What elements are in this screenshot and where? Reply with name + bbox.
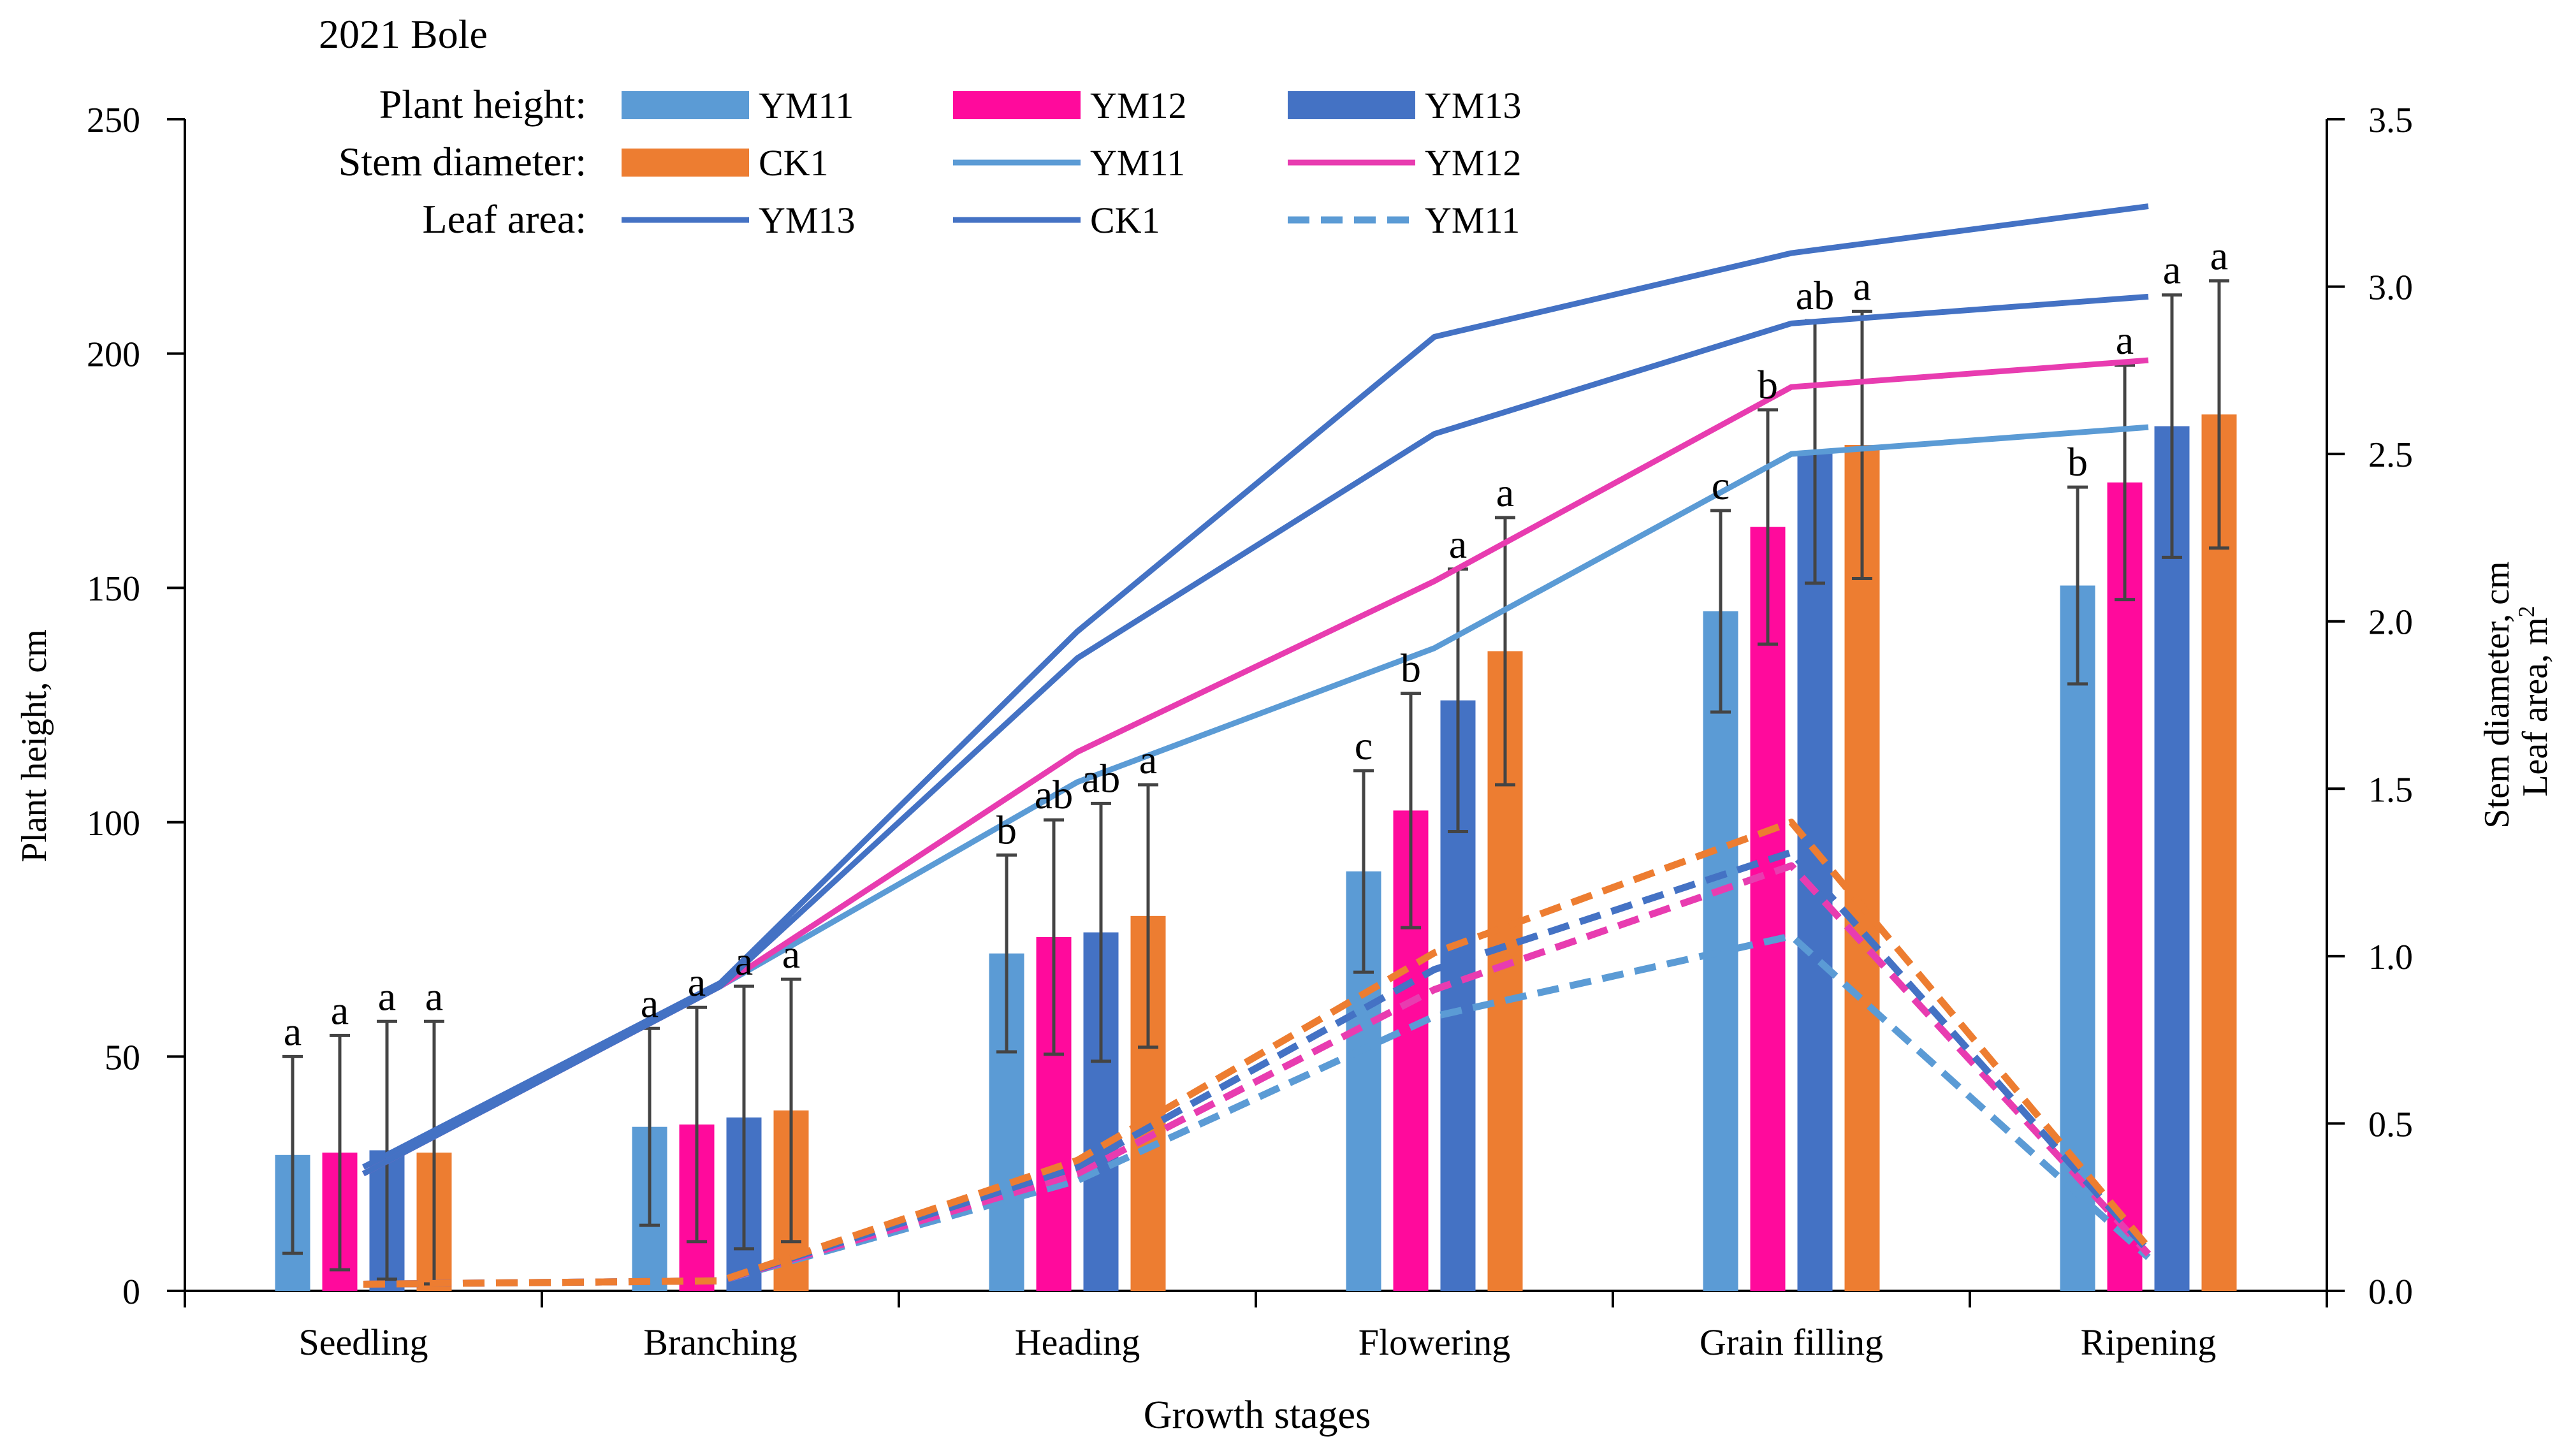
legend-swatch-bar	[622, 149, 749, 177]
significance-letter: a	[331, 987, 349, 1033]
stem-line-ym11	[361, 424, 2149, 1177]
leaf-line-ym11	[363, 932, 2151, 1288]
x-tick-label: Heading	[1015, 1321, 1140, 1363]
significance-letter: a	[641, 980, 659, 1026]
y-right-tick-label: 2.5	[2368, 435, 2413, 475]
legend-row-label: Stem diameter:	[339, 139, 586, 184]
bar-ym13	[2154, 426, 2190, 1291]
legend-entry-label: YM11	[1090, 142, 1185, 184]
y-right-tick-label: 0.5	[2368, 1105, 2413, 1144]
significance-letter: a	[2116, 317, 2134, 363]
x-tick-label: Branching	[643, 1321, 798, 1363]
y-right-tick-label: 1.0	[2368, 938, 2413, 977]
y-right-tick-label: 3.0	[2368, 268, 2413, 308]
y-left-tick-label: 200	[87, 335, 140, 375]
significance-letter: ab	[1035, 772, 1073, 817]
legend-swatch-bar	[953, 91, 1081, 119]
x-tick-label: Seedling	[299, 1321, 428, 1363]
legend-entry-label: CK1	[759, 142, 829, 184]
axes	[167, 118, 2345, 1307]
significance-letter: a	[1496, 470, 1514, 515]
y-right-tick-label: 3.5	[2368, 101, 2413, 140]
legend-entry-label: YM12	[1425, 142, 1521, 184]
y-axis-left-label: Plant height, cm	[15, 629, 54, 863]
y-right-tick-label: 2.0	[2368, 603, 2413, 643]
y-left-tick-label: 100	[87, 804, 140, 843]
stem-line-ym13	[361, 293, 2149, 1177]
bar-ck1	[1844, 444, 1880, 1291]
significance-letter: c	[1712, 463, 1730, 508]
significance-letter: a	[2210, 233, 2228, 279]
x-tick-label: Ripening	[2081, 1321, 2217, 1363]
significance-letter: a	[688, 959, 706, 1005]
y-axis-right-label-leaf: Leaf area, m2	[2514, 606, 2555, 796]
leaf-area-label-superscript: 2	[2514, 606, 2539, 617]
legend: Plant height: YM11 YM12 YM13 Stem diameter: C…	[339, 82, 1522, 242]
significance-letter: b	[996, 807, 1017, 852]
significance-letter: a	[425, 973, 443, 1019]
error-bars	[282, 279, 2229, 1286]
y-axis-right-label-stem: Stem diameter, cm	[2477, 561, 2517, 828]
significance-letter: b	[1401, 646, 1421, 691]
significance-letter: b	[2067, 439, 2088, 484]
leaf-area-label-text: Leaf area, m	[2516, 617, 2555, 796]
y-left-tick-label: 50	[105, 1038, 140, 1077]
significance-letter: c	[1355, 723, 1373, 768]
legend-row-label: Leaf area:	[422, 196, 586, 242]
stem-diameter-lines	[361, 203, 2149, 1177]
significance-letter: a	[1139, 737, 1157, 782]
significance-letter: ab	[1796, 273, 1834, 318]
x-tick-label: Flowering	[1358, 1321, 1510, 1363]
significance-letter: a	[2163, 247, 2181, 293]
bar-ym13	[1797, 451, 1833, 1292]
x-axis-label: Growth stages	[1144, 1394, 1371, 1437]
y-left-tick-label: 150	[87, 569, 140, 609]
legend-entry-label: YM11	[759, 85, 854, 126]
legend-row-label: Plant height:	[379, 82, 586, 127]
legend-entry-label: YM11	[1425, 200, 1520, 241]
bar-ym12	[1750, 527, 1786, 1291]
leaf-area-lines	[363, 819, 2152, 1288]
legend-entry-label: YM12	[1090, 85, 1186, 126]
chart-title: 2021 Bole	[319, 11, 488, 57]
significance-letter: a	[1449, 521, 1467, 567]
tick-labels: 0 50 100 150 200 250 0.0 0.5 1.0 1.5 2.0 2.5 3.0 3.5 S…	[87, 101, 2413, 1363]
y-right-tick-label: 1.5	[2368, 770, 2413, 810]
legend-swatch-bar	[1288, 91, 1415, 119]
y-left-tick-label: 250	[87, 101, 140, 140]
significance-letter: a	[378, 973, 396, 1019]
stem-line-ck1	[361, 203, 2149, 1170]
legend-entry-label: YM13	[1425, 85, 1521, 126]
bar-ck1	[2201, 414, 2237, 1291]
x-tick-label: Grain filling	[1700, 1321, 1883, 1363]
legend-entry-label: YM13	[759, 200, 855, 241]
bar-ym12	[2107, 482, 2143, 1291]
significance-letter: a	[1853, 263, 1871, 309]
leaf-line-ck1	[363, 819, 2152, 1288]
significance-letter: b	[1758, 362, 1778, 407]
leaf-line-ym12	[363, 862, 2152, 1288]
y-right-tick-label: 0.0	[2368, 1272, 2413, 1312]
significance-letter: ab	[1082, 755, 1120, 801]
significance-letter: a	[735, 938, 753, 984]
significance-letter: a	[284, 1008, 302, 1054]
legend-swatch-bar	[622, 91, 749, 119]
legend-entry-label: CK1	[1090, 200, 1160, 241]
significance-letter: a	[782, 931, 800, 977]
y-left-tick-label: 0	[122, 1272, 140, 1312]
leaf-line-ym13	[363, 848, 2152, 1288]
